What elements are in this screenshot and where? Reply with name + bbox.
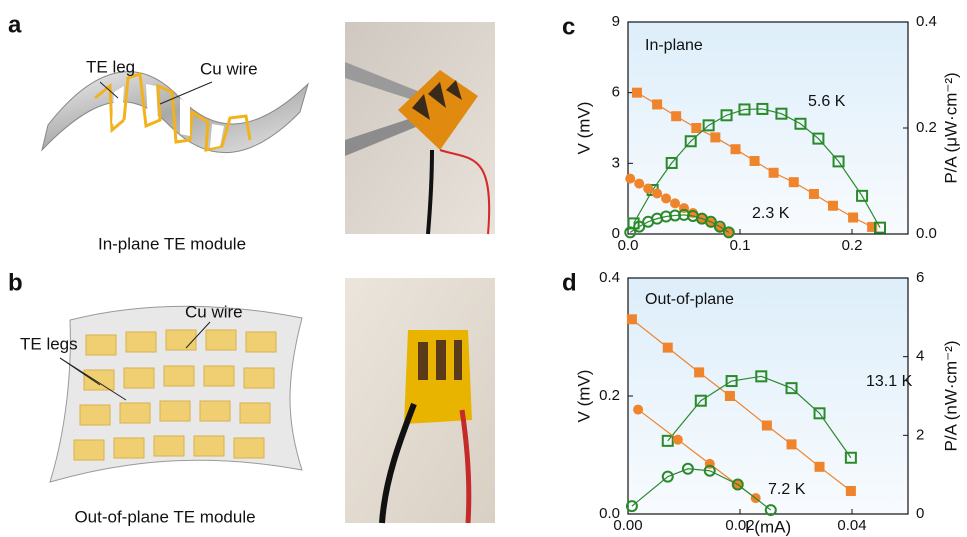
- marker: [643, 184, 653, 194]
- y2-tick-label: 0.2: [916, 119, 937, 136]
- caption: In-plane TE module: [98, 234, 246, 253]
- y2-tick-label: 0: [916, 505, 924, 522]
- marker: [710, 132, 720, 142]
- marker: [787, 439, 797, 449]
- annotation: 5.6 K: [808, 93, 846, 110]
- marker: [762, 421, 772, 431]
- marker: [663, 343, 673, 353]
- y-tick-label: 6: [612, 84, 620, 101]
- annotation: In-plane: [645, 37, 703, 54]
- marker: [627, 314, 637, 324]
- x-axis-label: I (mA): [745, 517, 791, 536]
- out-of-plane-illustration: [50, 306, 302, 482]
- y-tick-label: 9: [612, 13, 620, 30]
- label: Cu wire: [200, 59, 258, 78]
- in-plane-illustration: [42, 72, 308, 153]
- marker: [633, 405, 643, 415]
- panel-letter: a: [8, 11, 22, 38]
- x-tick-label: 0.0: [618, 237, 639, 254]
- y-tick-label: 0: [612, 225, 620, 242]
- marker: [828, 201, 838, 211]
- annotation: Out-of-plane: [645, 291, 734, 308]
- panel-letter: b: [8, 269, 23, 296]
- label: Cu wire: [185, 302, 243, 321]
- annotation: 13.1 K: [866, 373, 913, 390]
- marker: [652, 99, 662, 109]
- marker: [632, 88, 642, 98]
- marker: [625, 174, 635, 184]
- marker: [769, 168, 779, 178]
- marker: [725, 391, 735, 401]
- marker: [750, 156, 760, 166]
- marker: [789, 177, 799, 187]
- marker: [671, 111, 681, 121]
- marker: [634, 179, 644, 189]
- marker: [691, 123, 701, 133]
- y-tick-label: 0.4: [599, 269, 620, 286]
- y-axis-label: V (mV): [574, 370, 593, 423]
- y2-tick-label: 0.0: [916, 225, 937, 242]
- marker: [661, 193, 671, 203]
- out-of-plane-photo: [345, 278, 495, 523]
- marker: [673, 435, 683, 445]
- panel-letter: c: [562, 13, 575, 40]
- y-tick-label: 3: [612, 154, 620, 171]
- in-plane-photo: [345, 22, 495, 234]
- marker: [652, 188, 662, 198]
- y-axis-label: V (mV): [574, 102, 593, 155]
- y-tick-label: 0.2: [599, 387, 620, 404]
- x-tick-label: 0.1: [730, 237, 751, 254]
- y2-axis-label: P/A (μW·cm⁻²): [941, 72, 960, 183]
- y-tick-label: 0.0: [599, 505, 620, 522]
- figure: a TE leg Cu wire In-plane TE module b TE…: [0, 0, 967, 537]
- plot-area: [628, 278, 908, 514]
- caption: Out-of-plane TE module: [74, 507, 255, 526]
- y2-tick-label: 4: [916, 348, 924, 365]
- y2-axis-label: P/A (nW·cm⁻²): [941, 341, 960, 452]
- annotation: 2.3 K: [752, 205, 790, 222]
- panel-letter: d: [562, 269, 577, 296]
- label: TE leg: [86, 57, 135, 76]
- annotation: 7.2 K: [768, 481, 806, 498]
- marker: [809, 189, 819, 199]
- y2-tick-label: 6: [916, 269, 924, 286]
- marker: [848, 213, 858, 223]
- marker: [815, 462, 825, 472]
- label: TE legs: [20, 334, 78, 353]
- y2-tick-label: 2: [916, 426, 924, 443]
- x-tick-label: 0.04: [837, 517, 866, 534]
- marker: [731, 144, 741, 154]
- marker: [670, 198, 680, 208]
- marker: [846, 486, 856, 496]
- x-tick-label: 0.2: [842, 237, 863, 254]
- y2-tick-label: 0.4: [916, 13, 937, 30]
- marker: [694, 367, 704, 377]
